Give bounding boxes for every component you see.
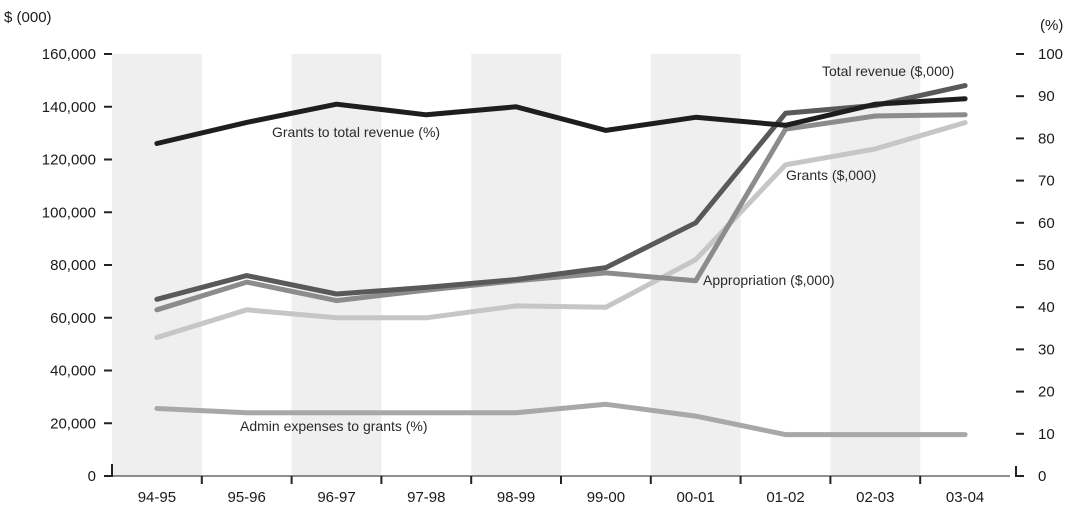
left-axis-tick-label: 60,000 (50, 310, 96, 327)
left-axis-tick-label: 120,000 (42, 152, 96, 169)
right-axis-tick-label: 20 (1038, 384, 1055, 401)
series-line-appropriation-000 (154, 112, 968, 313)
right-axis-tick-label: 70 (1038, 173, 1055, 190)
series-label: Appropriation ($,000) (703, 272, 835, 288)
series-line-admin-expenses-to-grants (154, 401, 968, 438)
right-axis-tick-label: 0 (1038, 468, 1046, 485)
series-label: Grants ($,000) (786, 167, 876, 183)
axes: 0 20,000 40,000 60,000 80,000 100,000 120,000 1… (42, 46, 1063, 506)
series-label: Grants to total revenue (%) (272, 124, 440, 140)
x-axis-category-label: 02-03 (856, 489, 894, 506)
right-axis-tick-label: 50 (1038, 257, 1055, 274)
series-annotations: Grants ($,000) Admin expenses to grants (… (240, 63, 954, 434)
left-axis-unit-label: $ (000) (4, 9, 52, 26)
left-axis-tick-label: 80,000 (50, 257, 96, 274)
x-axis-category-label: 94-95 (138, 489, 176, 506)
column-band (650, 54, 741, 476)
left-axis-tick-label: 20,000 (50, 415, 96, 432)
right-axis-tick-label: 30 (1038, 341, 1055, 358)
right-axis-tick-label: 40 (1038, 299, 1055, 316)
left-axis-tick-label: 160,000 (42, 46, 96, 63)
series-line-grants-to-total-revenue (154, 96, 968, 146)
series-label: Admin expenses to grants (%) (240, 418, 428, 434)
left-axis-tick-label: 140,000 (42, 99, 96, 116)
x-axis-category-label: 01-02 (766, 489, 804, 506)
column-bands (112, 54, 921, 476)
left-axis-tick-label: 100,000 (42, 204, 96, 221)
column-band (830, 54, 921, 476)
column-band (112, 54, 202, 476)
right-axis-tick-label: 10 (1038, 426, 1055, 443)
x-axis-category-label: 98-99 (497, 489, 535, 506)
left-axis-tick-label: 40,000 (50, 363, 96, 380)
x-axis-category-label: 95-96 (228, 489, 266, 506)
left-axis-tick-label: 0 (88, 468, 96, 485)
series-label: Total revenue ($,000) (822, 63, 954, 79)
right-axis-tick-label: 80 (1038, 130, 1055, 147)
right-axis-unit-label: (%) (1040, 17, 1063, 34)
x-axis-category-label: 96-97 (317, 489, 355, 506)
right-axis-tick-label: 60 (1038, 215, 1055, 232)
x-axis-category-label: 00-01 (677, 489, 715, 506)
x-axis-category-label: 03-04 (946, 489, 984, 506)
series-lines (154, 83, 968, 438)
series-line-grants-000 (154, 120, 968, 340)
x-axis-category-label: 97-98 (407, 489, 445, 506)
series-line-total-revenue-000 (154, 83, 968, 302)
x-axis-category-label: 99-00 (587, 489, 625, 506)
right-axis-tick-label: 100 (1038, 46, 1063, 63)
right-axis-tick-label: 90 (1038, 88, 1055, 105)
column-band (471, 54, 561, 476)
column-band (291, 54, 382, 476)
